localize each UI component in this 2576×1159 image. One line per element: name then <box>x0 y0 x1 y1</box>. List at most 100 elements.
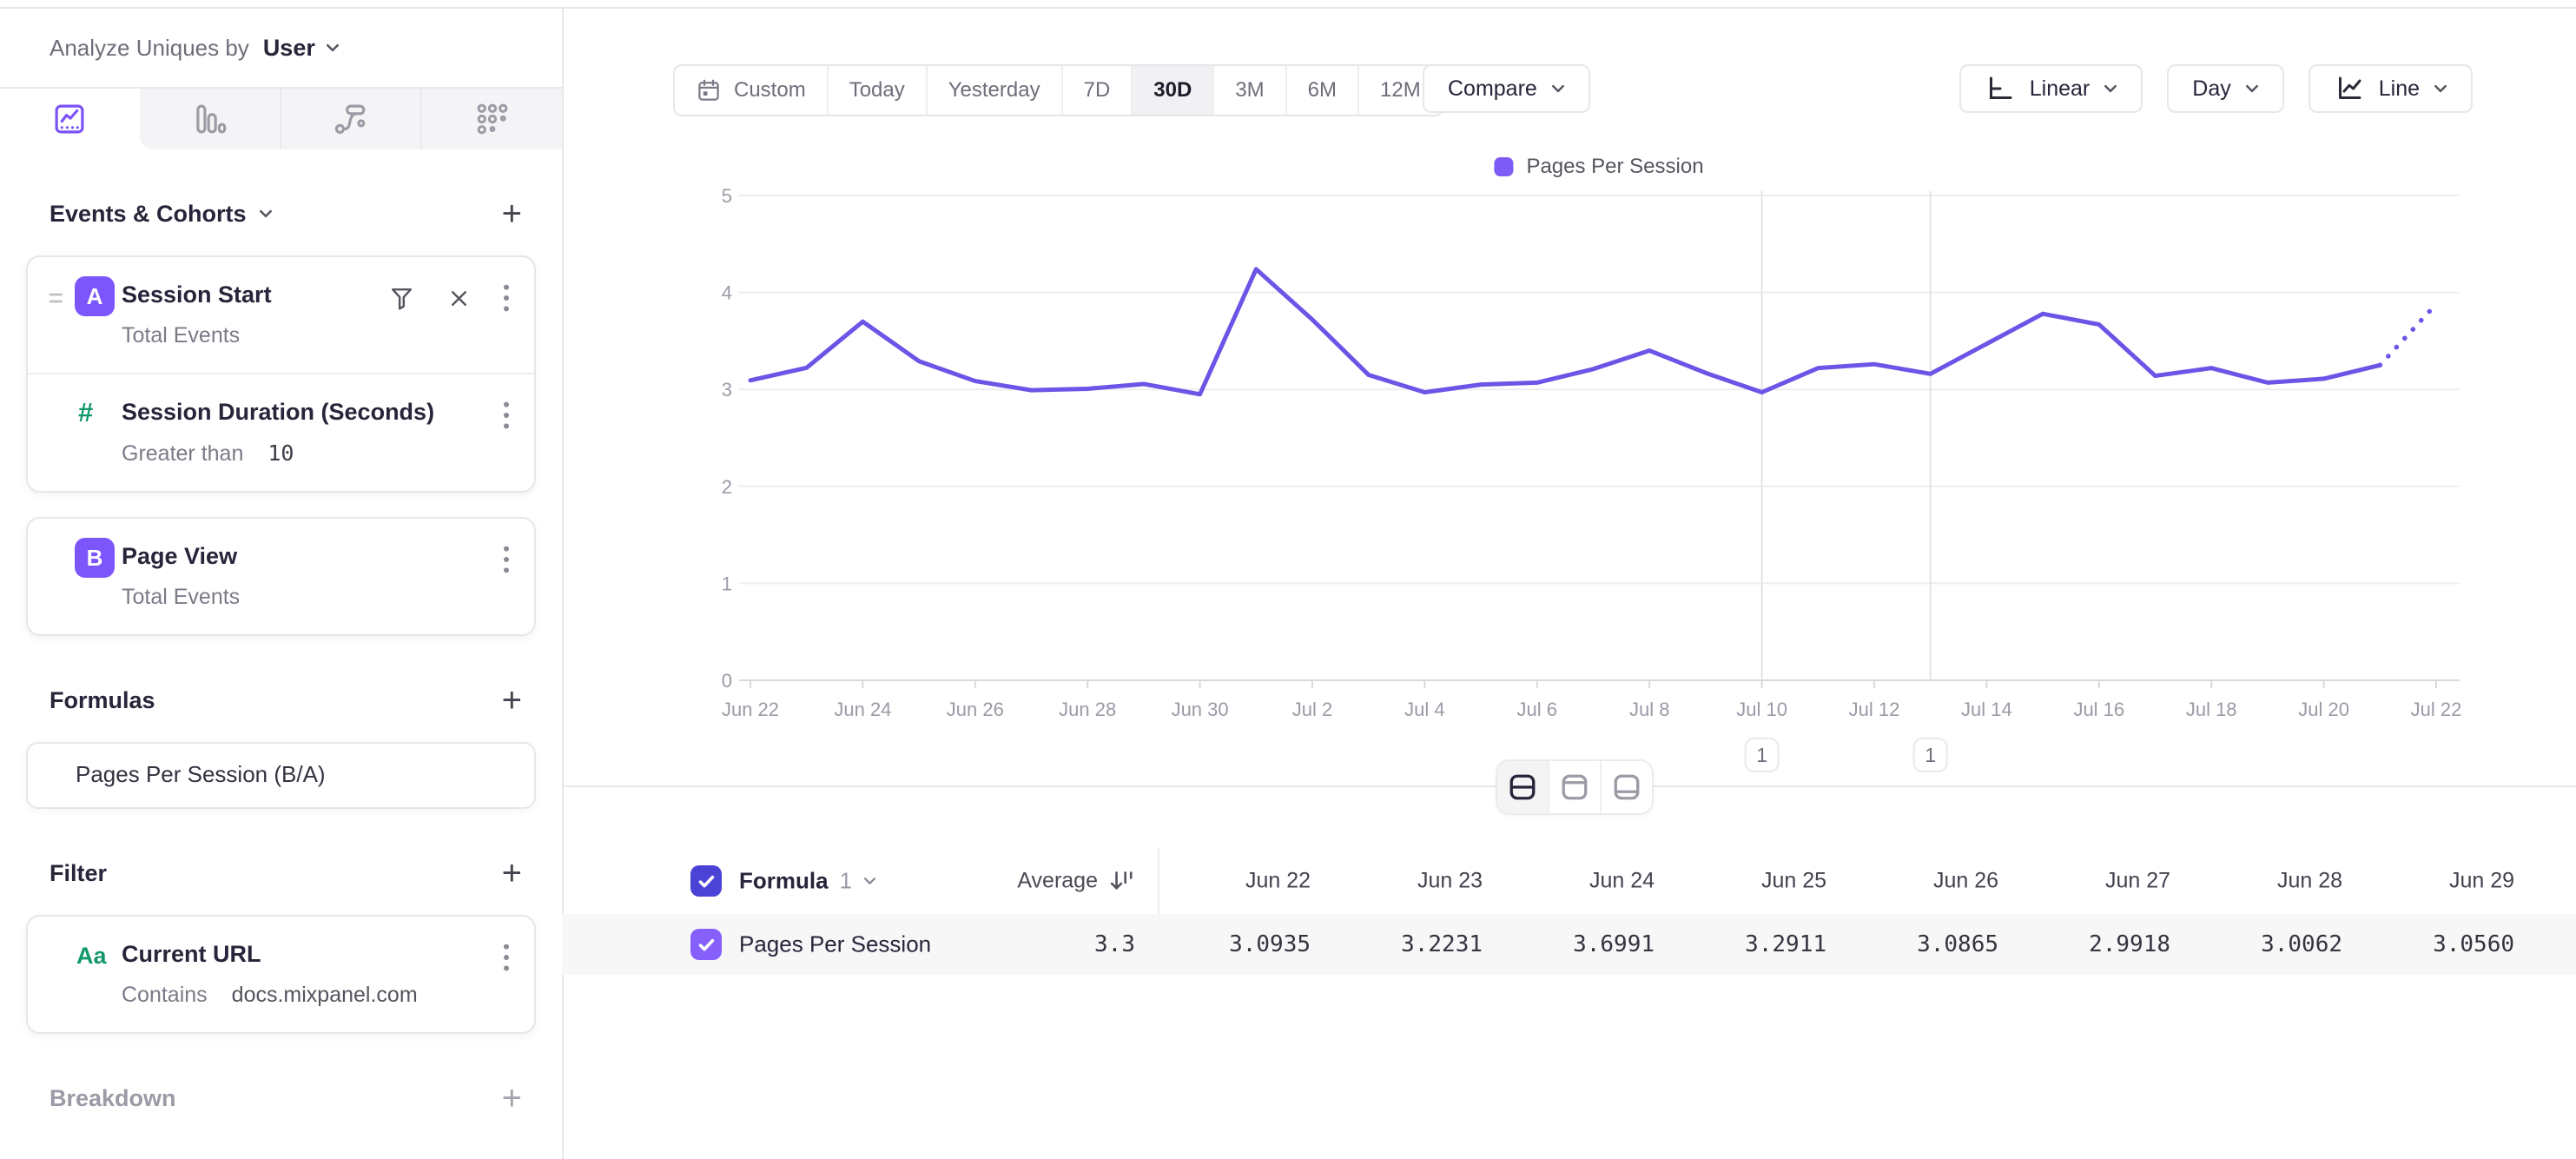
line-chart: Pages Per Session 0 1 2 3 4 5 Jun 22 Jun 24 Jun … <box>562 130 2576 799</box>
filter-operator[interactable]: Contains <box>122 983 208 1007</box>
property-value[interactable]: 10 <box>268 440 294 466</box>
chart-type-dropdown[interactable]: Line <box>2308 64 2473 113</box>
event-measure[interactable]: Total Events <box>122 323 241 348</box>
events-cohorts-header[interactable]: Events & Cohorts + <box>50 196 532 231</box>
average-column-header[interactable]: Average <box>1017 869 1135 894</box>
split-view-toggle[interactable] <box>1497 761 1548 813</box>
event-row-session-start[interactable]: A Session Start Total Events <box>28 257 534 373</box>
event-letter-badge: A <box>75 276 115 316</box>
filter-row-current-url[interactable]: Aa Current URL Contains docs.mixpanel.co… <box>28 917 534 1032</box>
filter-property-name[interactable]: Current URL <box>122 941 261 967</box>
kebab-menu-icon[interactable] <box>503 545 510 574</box>
range-6m[interactable]: 6M <box>1285 66 1357 115</box>
range-3m[interactable]: 3M <box>1212 66 1285 115</box>
x-axis-label: Jul 12 <box>1849 699 1900 720</box>
table-header-row: Formula 1 Average Jun 22 Jun 23 Jun 24 Jun … <box>562 848 2576 914</box>
event-name[interactable]: Page View <box>122 543 238 569</box>
numeric-property-icon: # <box>78 397 94 427</box>
x-axis-label: Jul 18 <box>2186 699 2237 720</box>
date-column-header[interactable]: Jun 26 <box>1932 868 1998 893</box>
formula-item[interactable]: Pages Per Session (B/A) <box>26 742 536 809</box>
date-column-header[interactable]: Jun 22 <box>1245 868 1311 893</box>
date-range-segmented-control: Custom Today Yesterday 7D 30D 3M 6M 12M <box>673 64 1443 116</box>
tab-bar-chart[interactable] <box>139 89 280 149</box>
series-row-label: Pages Per Session <box>739 931 932 957</box>
date-column-header[interactable]: Jun 28 <box>2276 868 2342 893</box>
legend-label: Pages Per Session <box>1526 155 1704 178</box>
property-operator[interactable]: Greater than <box>122 441 244 466</box>
tab-retention[interactable] <box>420 89 562 149</box>
range-7d[interactable]: 7D <box>1060 66 1132 115</box>
tab-insights-line[interactable] <box>0 89 140 149</box>
scale-label: Linear <box>2029 76 2091 101</box>
range-label: 6M <box>1307 78 1337 102</box>
insights-report: Analyze Uniques by User Events & Cohort <box>0 7 2576 1159</box>
interval-dropdown[interactable]: Day <box>2167 64 2284 113</box>
add-filter-button[interactable]: + <box>501 854 522 892</box>
annotation-badge[interactable] <box>1912 738 1948 772</box>
property-row-session-duration[interactable]: # Session Duration (Seconds) Greater tha… <box>28 373 534 491</box>
legend-swatch <box>1494 157 1514 176</box>
kebab-menu-icon[interactable] <box>503 401 510 430</box>
check-icon <box>698 938 714 950</box>
range-30d[interactable]: 30D <box>1131 66 1213 115</box>
bar-chart-icon <box>196 104 227 134</box>
annotation-count: 1 <box>1925 744 1936 766</box>
range-12m[interactable]: 12M <box>1357 66 1442 115</box>
range-label: 30D <box>1153 78 1192 102</box>
analyze-label: Analyze Uniques by <box>50 34 249 61</box>
analyze-by-dropdown[interactable]: User <box>263 35 340 62</box>
filter-title: Filter <box>50 859 108 886</box>
add-formula-button[interactable]: + <box>501 681 522 719</box>
range-yesterday[interactable]: Yesterday <box>925 66 1061 115</box>
cell-value: 3.0935 <box>1229 931 1311 957</box>
formulas-title: Formulas <box>50 686 155 713</box>
range-custom[interactable]: Custom <box>675 66 827 115</box>
property-name[interactable]: Session Duration (Seconds) <box>122 399 435 425</box>
close-icon[interactable] <box>446 286 472 311</box>
chart-only-toggle[interactable] <box>1548 761 1600 813</box>
date-column-header[interactable]: Jun 23 <box>1417 868 1483 893</box>
x-axis-label: Jun 22 <box>722 699 779 720</box>
event-row-page-view[interactable]: B Page View Total Events <box>28 519 534 634</box>
event-name[interactable]: Session Start <box>122 281 272 308</box>
add-breakdown-button[interactable]: + <box>501 1079 522 1117</box>
cell-value: 3.0865 <box>1917 931 1998 957</box>
flows-icon <box>334 104 366 134</box>
annotation-badge[interactable] <box>1744 738 1780 772</box>
tab-flows[interactable] <box>279 89 421 149</box>
range-label: 12M <box>1380 78 1421 102</box>
date-column-header[interactable]: Jun 27 <box>2104 868 2170 893</box>
range-label: Custom <box>734 78 806 102</box>
date-column-header[interactable]: Jun 25 <box>1760 868 1826 893</box>
select-all-checkbox[interactable] <box>690 865 722 897</box>
formula-group-label: Formula <box>739 867 829 894</box>
filter-value[interactable]: docs.mixpanel.com <box>231 983 418 1007</box>
scale-dropdown[interactable]: Linear <box>1958 64 2143 113</box>
add-event-button[interactable]: + <box>501 195 522 233</box>
legend-item[interactable]: Pages Per Session <box>1494 155 1704 179</box>
compare-button[interactable]: Compare <box>1423 64 1590 113</box>
x-axis-label: Jun 28 <box>1059 699 1116 720</box>
formula-group-dropdown[interactable]: Formula 1 <box>739 868 876 895</box>
drag-handle-icon[interactable] <box>47 288 66 312</box>
kebab-menu-icon[interactable] <box>503 943 510 972</box>
date-column-header[interactable]: Jun 24 <box>1589 868 1655 893</box>
series-line <box>748 267 2382 397</box>
events-cohorts-title: Events & Cohorts <box>50 200 247 227</box>
table-row[interactable]: Pages Per Session 3.3 3.0935 3.2231 3.6991… <box>562 914 2576 975</box>
kebab-menu-icon[interactable] <box>503 283 510 313</box>
chart-type-label: Line <box>2378 76 2420 101</box>
formula-text: Pages Per Session (B/A) <box>76 761 326 787</box>
table-only-icon <box>1614 774 1640 800</box>
range-today[interactable]: Today <box>826 66 926 115</box>
cell-value: 3.2231 <box>1401 931 1483 957</box>
row-checkbox[interactable] <box>690 929 722 960</box>
x-axis-label: Jul 6 <box>1517 699 1557 720</box>
date-column-header[interactable]: Jun 29 <box>2448 868 2514 893</box>
event-measure[interactable]: Total Events <box>122 585 241 609</box>
y-axis-label: 0 <box>722 670 732 692</box>
table-only-toggle[interactable] <box>1600 761 1652 813</box>
filter-funnel-icon[interactable] <box>388 285 415 312</box>
analyze-uniques-row: Analyze Uniques by User <box>0 9 562 87</box>
